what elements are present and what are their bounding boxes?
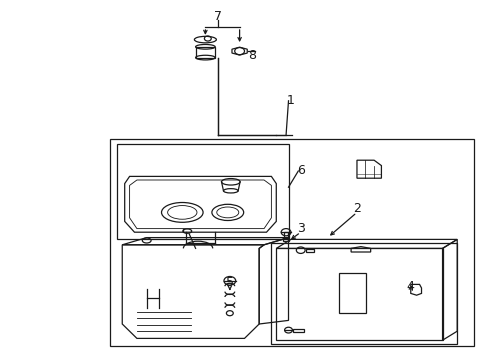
Text: 8: 8	[247, 49, 255, 62]
Text: 2: 2	[352, 202, 360, 215]
Bar	[282, 238, 289, 241]
Bar	[271, 243, 456, 344]
Text: 5: 5	[225, 276, 233, 289]
Bar	[195, 47, 215, 58]
Bar	[284, 232, 287, 238]
Text: 6: 6	[296, 165, 304, 177]
Text: 1: 1	[286, 94, 294, 107]
Text: 7: 7	[213, 10, 221, 23]
Bar	[293, 329, 304, 332]
Bar	[117, 144, 288, 239]
Bar	[110, 139, 473, 346]
Bar	[339, 273, 366, 312]
Text: 3: 3	[296, 222, 304, 235]
Text: 4: 4	[406, 280, 414, 293]
Bar	[305, 249, 314, 252]
